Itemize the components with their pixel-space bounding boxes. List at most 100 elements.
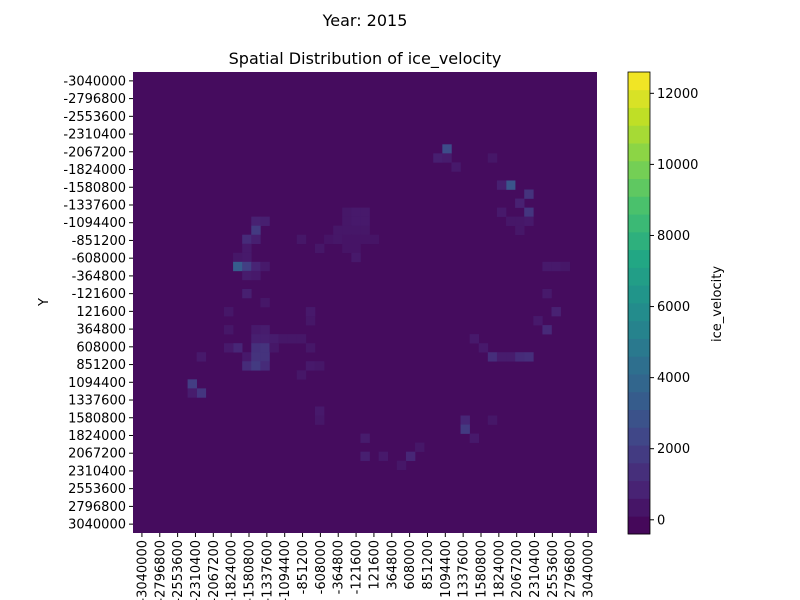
y-tick-label: -1580800 xyxy=(63,181,126,196)
y-tick-label: 121600 xyxy=(76,305,126,320)
heatmap-cell xyxy=(260,361,270,371)
heatmap-cell xyxy=(223,343,234,353)
heatmap-cell xyxy=(542,261,552,272)
heatmap-cell xyxy=(551,261,561,272)
y-tick-label: 1337600 xyxy=(68,394,126,409)
colorbar-segment xyxy=(628,89,650,108)
heatmap-cell xyxy=(260,334,270,344)
y-tick-label: -2553600 xyxy=(63,110,126,125)
colorbar-segment xyxy=(628,285,650,304)
y-tick-label: 3040000 xyxy=(68,518,126,533)
heatmap-cell xyxy=(369,234,379,245)
heatmap-cell xyxy=(342,225,352,236)
heatmap-cell xyxy=(233,343,243,353)
heatmap-cell xyxy=(405,451,416,461)
colorbar-segment xyxy=(628,374,650,393)
heatmap-cell xyxy=(305,361,316,371)
heatmap-cell xyxy=(360,216,370,226)
heatmap-cell xyxy=(260,297,270,308)
y-tick-label: 2067200 xyxy=(68,447,126,462)
heatmap-cell xyxy=(223,307,234,317)
y-tick-label: 1580800 xyxy=(68,411,126,426)
colorbar: 0 2000 4000 6000 8000 10000 12000 xyxy=(627,71,698,535)
heatmap-cell xyxy=(251,261,261,272)
heatmap-cell xyxy=(360,451,370,461)
x-tick-label: -121600 xyxy=(350,540,365,594)
heatmap-cell xyxy=(314,406,325,416)
heatmap-cell xyxy=(506,352,516,362)
heatmap-cell xyxy=(551,307,561,317)
heatmap-cell xyxy=(242,252,252,263)
x-tick-label: 3040000 xyxy=(582,540,597,598)
colorbar-segment xyxy=(628,462,650,482)
heatmap-cell xyxy=(351,225,361,236)
heatmap-cell xyxy=(242,288,252,299)
heatmap-cell xyxy=(487,352,498,362)
x-tick-label: -2310400 xyxy=(189,540,204,600)
heatmap-cell xyxy=(351,243,361,254)
heatmap-cell xyxy=(251,343,261,353)
colorbar-segment xyxy=(628,356,650,375)
heatmap-cell xyxy=(415,442,425,452)
colorbar-segment xyxy=(628,178,650,197)
colorbar-segment xyxy=(628,267,650,286)
x-tick-label: 1824000 xyxy=(492,540,507,598)
x-tick-label: -2796800 xyxy=(153,540,168,600)
chart-suptitle: Year: 2015 xyxy=(322,11,408,30)
heatmap-cell xyxy=(487,153,498,163)
heatmap-cell xyxy=(533,316,543,326)
heatmap-cell xyxy=(515,198,525,208)
colorbar-tick-label: 8000 xyxy=(657,229,690,244)
colorbar-segment xyxy=(628,143,650,162)
x-tick-label: -608000 xyxy=(314,540,329,594)
y-tick-label: -1824000 xyxy=(63,163,126,178)
colorbar-tick-label: 6000 xyxy=(657,300,690,315)
heatmap-cell xyxy=(242,234,252,245)
heatmap-cell xyxy=(296,234,307,245)
heatmap-cell xyxy=(342,207,352,217)
y-tick-label: 2796800 xyxy=(68,500,126,515)
heatmap-cell xyxy=(496,207,507,217)
heatmap-cell xyxy=(251,216,261,226)
heatmap-cell xyxy=(251,352,261,362)
y-tick-label: 608000 xyxy=(76,340,126,355)
x-tick-label: 2796800 xyxy=(564,540,579,598)
heatmap-cell xyxy=(460,415,470,425)
heatmap-cell xyxy=(187,388,197,398)
colorbar-segment xyxy=(628,338,650,357)
colorbar-label: ice_velocity xyxy=(710,266,725,342)
heatmap-cell xyxy=(515,216,525,226)
heatmap-cell xyxy=(542,325,552,335)
heatmap-cell xyxy=(524,352,534,362)
heatmap-cell xyxy=(251,234,261,245)
heatmap-cell xyxy=(460,424,470,434)
y-tick-label: -2796800 xyxy=(63,92,126,107)
heatmap-cell xyxy=(542,288,552,299)
heatmap-cell xyxy=(305,343,316,353)
colorbar-frame xyxy=(627,71,651,535)
y-tick-label: 851200 xyxy=(76,358,126,373)
colorbar-segment xyxy=(628,196,650,215)
y-tick-label: -3040000 xyxy=(63,74,126,89)
x-tick-label: 1580800 xyxy=(475,540,490,598)
colorbar-segment xyxy=(628,516,650,535)
x-tick-label: 2553600 xyxy=(546,540,561,598)
x-tick-label: -1824000 xyxy=(225,540,240,600)
heatmap-cell xyxy=(269,334,279,344)
heatmap-cell xyxy=(351,207,361,217)
x-tick-label: 2310400 xyxy=(528,540,543,598)
heatmap-cell xyxy=(187,379,197,389)
x-tick-label: 851200 xyxy=(421,540,436,590)
heatmap-cell xyxy=(524,216,534,226)
y-tick-label: 364800 xyxy=(76,323,126,338)
x-tick-label: 1094400 xyxy=(439,540,454,598)
y-tick-label: 1824000 xyxy=(68,429,126,444)
heatmap-cell xyxy=(242,352,252,362)
heatmap-cell xyxy=(478,343,489,353)
heatmap-cell xyxy=(560,261,571,272)
x-tick-label: 364800 xyxy=(385,540,400,590)
heatmap-cell xyxy=(251,270,261,281)
heatmap-cell xyxy=(314,361,325,371)
heatmap-cell xyxy=(251,325,261,335)
heatmap-cell xyxy=(469,433,480,443)
